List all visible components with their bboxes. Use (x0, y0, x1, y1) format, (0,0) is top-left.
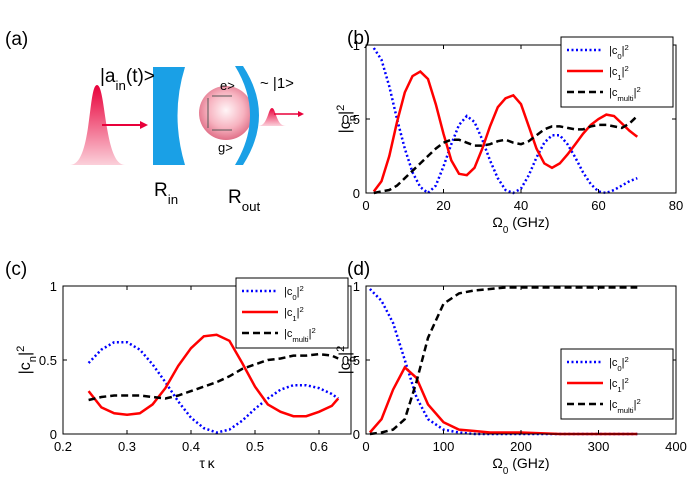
x-tick-label: 0 (362, 198, 369, 213)
y-tick-label: 0.5 (39, 353, 57, 368)
output-pulse (258, 108, 286, 126)
y-tick-label: 0 (353, 427, 360, 442)
panel-label: (d) (347, 259, 370, 280)
x-tick-label: 300 (588, 439, 610, 454)
x-axis-label: Ω0 (GHz) (492, 455, 549, 477)
series-line (373, 115, 639, 195)
series-line (88, 352, 339, 402)
arrow-head (298, 111, 304, 117)
legend-label: |c1|2 (284, 305, 304, 323)
y-tick-label: 1 (353, 38, 360, 53)
legend-label: |c1|2 (609, 64, 629, 82)
x-tick-label: 40 (514, 198, 528, 213)
input-pulse (70, 85, 125, 165)
panel-label: (a) (5, 29, 28, 50)
x-tick-label: 0.3 (118, 439, 136, 454)
series-line (369, 286, 638, 436)
x-tick-label: 200 (510, 439, 532, 454)
mirror-out-label: Rout (228, 187, 261, 214)
x-tick-label: 20 (436, 198, 450, 213)
y-axis-label: |cn|2 (335, 105, 359, 134)
y-tick-label: 0.5 (342, 112, 360, 127)
panel: (b) 0 20 40 60 80 0 0.5 1 Ω0 (GHz) |cn|2 |c0|2 |c1|2… (335, 28, 683, 236)
y-axis-label: |cn|2 (15, 346, 39, 375)
x-tick-label: 0.5 (246, 439, 264, 454)
y-tick-label: 1 (353, 279, 360, 294)
legend-label: |c0|2 (609, 355, 629, 373)
series-line (87, 333, 340, 418)
x-tick-label: 0.2 (54, 439, 72, 454)
panel: (c) 0.2 0.3 0.4 0.5 0.6 0 0.5 1 τ κ |cn|2 |c0|2 |c1|… (5, 259, 352, 477)
x-tick-label: 100 (433, 439, 455, 454)
x-tick-label: 0.6 (310, 439, 328, 454)
legend-label: |c1|2 (609, 376, 629, 394)
mirror-in-label: Rin (154, 180, 178, 207)
output-state: ~ |1> (260, 75, 294, 92)
input-state: |ain(t)> (100, 66, 155, 93)
series-line (372, 70, 639, 193)
y-axis-label: |cn|2 (335, 346, 359, 375)
legend-label: |c0|2 (609, 43, 629, 61)
series-line (87, 340, 339, 434)
legend-label: |c0|2 (284, 284, 304, 302)
mirror-in (153, 67, 185, 165)
x-tick-label: 0.4 (182, 439, 200, 454)
arrow-head (140, 121, 148, 129)
x-tick-label: 80 (669, 198, 683, 213)
ground-state: g> (218, 140, 233, 155)
y-tick-label: 0.5 (342, 353, 360, 368)
legend: |c0|2 |c1|2 |cmulti|2 (560, 36, 674, 108)
x-tick-label: 60 (591, 198, 605, 213)
x-tick-label: 0 (362, 439, 369, 454)
y-tick-label: 0 (50, 427, 57, 442)
panel-label: (c) (5, 259, 27, 280)
diagram: (a) |ain(t)> ~ |1> e> g> Rin Rout (5, 29, 304, 214)
legend: |c0|2 |c1|2 |cmulti|2 (560, 348, 674, 420)
x-tick-label: 400 (665, 439, 687, 454)
panel-label: (b) (347, 28, 370, 49)
y-tick-label: 1 (50, 279, 57, 294)
mirror-out (235, 66, 259, 165)
y-tick-label: 0 (353, 186, 360, 201)
legend-label: |cmulti|2 (284, 326, 316, 344)
atom (199, 86, 253, 140)
x-axis-label: τ κ (199, 455, 215, 477)
excited-state: e> (220, 78, 235, 93)
legend: |c0|2 |c1|2 |cmulti|2 (235, 277, 349, 349)
series-line (372, 47, 638, 195)
legend-label: |cmulti|2 (609, 397, 641, 415)
legend-label: |cmulti|2 (609, 85, 641, 103)
x-axis-label: Ω0 (GHz) (492, 214, 549, 236)
